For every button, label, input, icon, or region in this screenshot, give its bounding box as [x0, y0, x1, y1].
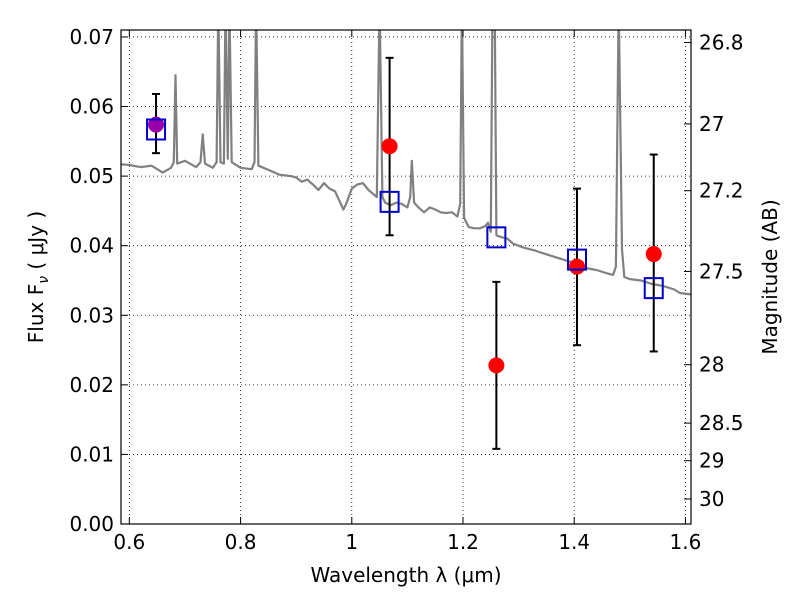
- observed-flux-point: [488, 357, 505, 374]
- model-flux-square: [379, 190, 400, 213]
- y-axis-title: Flux Fν ( μJy ): [24, 211, 52, 343]
- y-tick-label: 0.01: [69, 442, 114, 466]
- y-tick-label: 0.02: [69, 373, 114, 397]
- y-tick-label: 0.07: [69, 25, 114, 49]
- observed-flux-point: [148, 116, 165, 133]
- y2-tick-label: 28: [699, 353, 724, 377]
- y2-tick-label: 27: [699, 112, 724, 136]
- observed-flux-point: [645, 246, 662, 263]
- x-tick-label: 0.6: [113, 530, 145, 554]
- y2-tick-label: 26.8: [699, 31, 744, 55]
- y-axis-title-subscript: ν: [36, 276, 52, 284]
- y2-tick-label: 29: [699, 449, 724, 473]
- observed-flux-point: [381, 138, 398, 155]
- y-axis-title-main: Flux F: [24, 284, 48, 343]
- model-flux-square: [567, 248, 587, 271]
- y-tick-label: 0.03: [69, 303, 114, 327]
- x-tick-label: 1.4: [558, 530, 590, 554]
- markers: [146, 116, 664, 374]
- x-tick-label: 1.6: [670, 530, 702, 554]
- y-axis-title-unit: ( μJy ): [24, 211, 48, 276]
- x-tick-label: 1.2: [447, 530, 479, 554]
- model-flux-square: [643, 277, 664, 300]
- y-tick-label: 0.05: [69, 164, 114, 188]
- observed-flux-point: [569, 258, 585, 275]
- y-tick-label: 0.06: [69, 95, 114, 119]
- model-flux-square: [146, 118, 167, 141]
- y-tick-label: 0.04: [69, 234, 114, 258]
- x-axis-title: Wavelength λ (μm): [310, 563, 501, 587]
- x-tick-label: 0.8: [225, 530, 257, 554]
- x-tick-label: 1: [345, 530, 358, 554]
- y2-tick-label: 28.5: [699, 411, 744, 435]
- model-flux-square: [486, 226, 507, 249]
- ticks: 0.6 0.8 1 1.2 1.4 1.6 0.00 0.01 0.02 0.03 0.04 0.05…: [69, 25, 743, 554]
- y-tick-label: 0.00: [69, 512, 114, 536]
- plot-frame: [120, 29, 692, 525]
- y2-tick-label: 30: [699, 487, 724, 511]
- y2-axis-title: Magnitude (AB): [758, 199, 782, 354]
- y2-tick-label: 27.2: [699, 179, 744, 203]
- y2-tick-label: 27.5: [699, 259, 744, 283]
